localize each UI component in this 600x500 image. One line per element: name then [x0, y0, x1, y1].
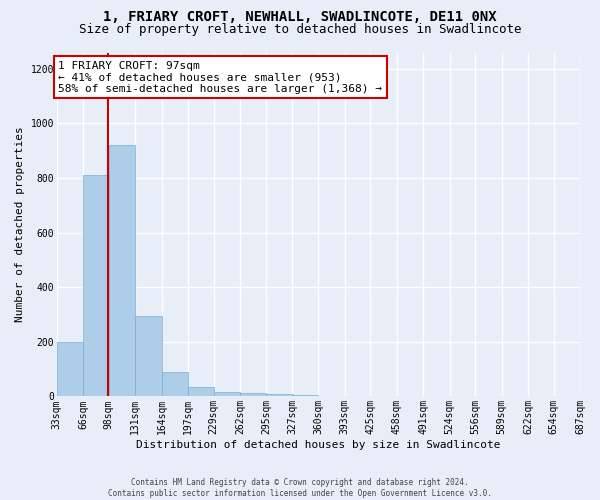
Bar — [161, 372, 188, 396]
Y-axis label: Number of detached properties: Number of detached properties — [15, 126, 25, 322]
Text: 1 FRIARY CROFT: 97sqm
← 41% of detached houses are smaller (953)
58% of semi-det: 1 FRIARY CROFT: 97sqm ← 41% of detached … — [58, 60, 382, 94]
Bar — [292, 395, 319, 396]
Text: Contains HM Land Registry data © Crown copyright and database right 2024.
Contai: Contains HM Land Registry data © Crown c… — [108, 478, 492, 498]
Bar — [109, 146, 135, 396]
Bar — [266, 394, 293, 396]
Bar — [214, 392, 240, 396]
Bar — [83, 176, 110, 396]
Bar — [57, 342, 83, 396]
Bar — [135, 316, 161, 396]
X-axis label: Distribution of detached houses by size in Swadlincote: Distribution of detached houses by size … — [136, 440, 500, 450]
Bar — [188, 387, 214, 396]
Text: Size of property relative to detached houses in Swadlincote: Size of property relative to detached ho… — [79, 22, 521, 36]
Text: 1, FRIARY CROFT, NEWHALL, SWADLINCOTE, DE11 0NX: 1, FRIARY CROFT, NEWHALL, SWADLINCOTE, D… — [103, 10, 497, 24]
Bar — [240, 393, 266, 396]
